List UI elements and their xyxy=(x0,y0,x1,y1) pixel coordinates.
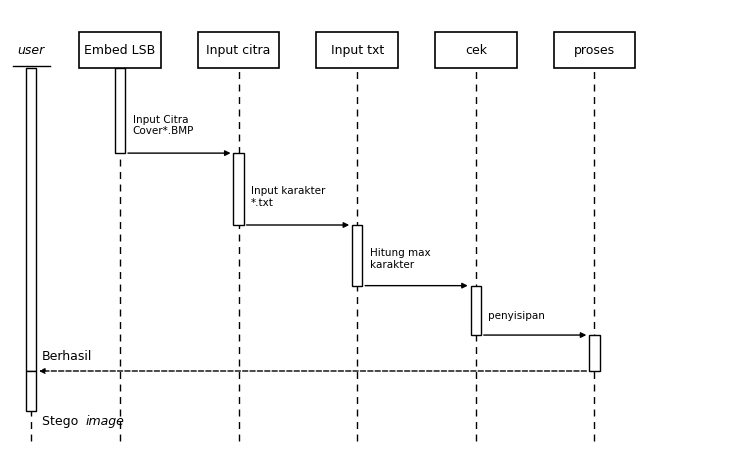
Bar xyxy=(435,33,516,69)
Bar xyxy=(234,154,244,226)
Bar xyxy=(471,286,481,335)
Text: Input citra: Input citra xyxy=(206,44,271,57)
Text: Embed LSB: Embed LSB xyxy=(84,44,155,57)
Text: Stego: Stego xyxy=(42,414,83,427)
Bar xyxy=(26,69,36,371)
Bar xyxy=(79,33,161,69)
Text: Input txt: Input txt xyxy=(330,44,384,57)
Text: cek: cek xyxy=(465,44,487,57)
Text: user: user xyxy=(17,44,45,57)
Bar xyxy=(316,33,398,69)
Text: proses: proses xyxy=(574,44,615,57)
Bar xyxy=(115,69,125,154)
Bar xyxy=(352,226,362,286)
Text: penyisipan: penyisipan xyxy=(488,311,545,321)
Text: Berhasil: Berhasil xyxy=(42,349,92,362)
Text: image: image xyxy=(85,414,124,427)
Bar xyxy=(589,335,600,371)
Text: Hitung max
karakter: Hitung max karakter xyxy=(370,248,430,269)
Text: Input karakter
*.txt: Input karakter *.txt xyxy=(251,186,326,207)
Bar xyxy=(26,371,36,411)
Text: Input Citra
Cover*.BMP: Input Citra Cover*.BMP xyxy=(132,114,194,136)
Bar xyxy=(198,33,279,69)
Bar xyxy=(554,33,635,69)
